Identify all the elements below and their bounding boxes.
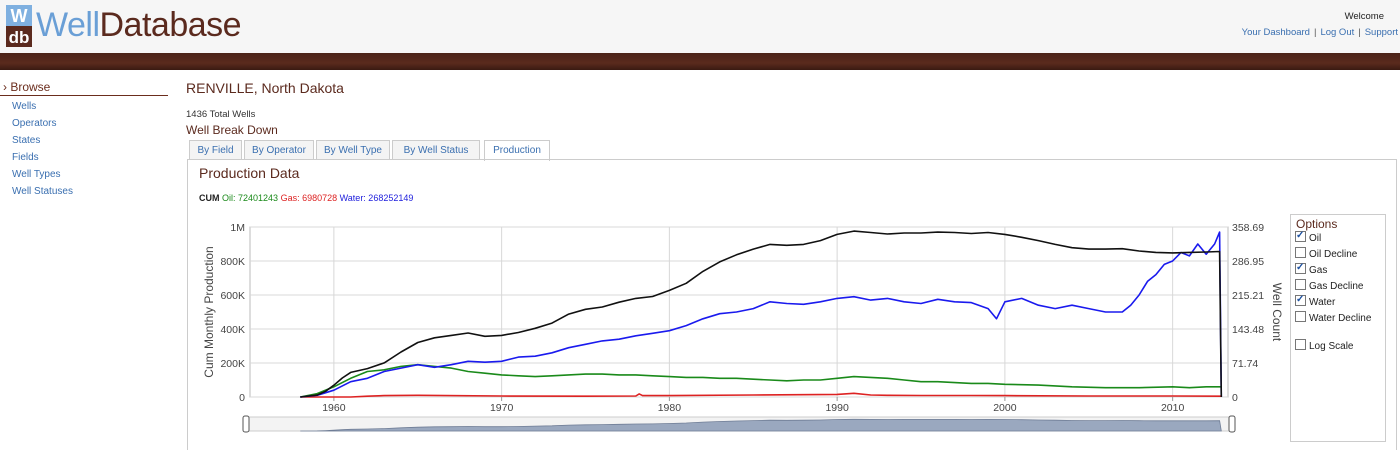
link-separator: | (1358, 27, 1361, 38)
option-oil-label: Oil (1309, 233, 1322, 244)
wdb-logo-icon[interactable]: W db (6, 5, 32, 47)
logo-well: Well (36, 6, 100, 44)
total-wells-text: 1436 Total Wells (186, 109, 256, 120)
cum-gas: Gas: 6980728 (280, 193, 338, 203)
y2-tick-label: 286.95 (1232, 256, 1264, 268)
checkbox-water[interactable] (1295, 295, 1306, 306)
cum-oil: Oil: 72401243 (222, 193, 279, 203)
x-tick-label: 1990 (825, 402, 849, 414)
checkbox-log-scale[interactable] (1295, 339, 1306, 350)
tab-production[interactable]: Production (484, 140, 550, 161)
options-title: Options (1296, 217, 1338, 231)
checkbox-oil-decline[interactable] (1295, 247, 1306, 258)
link-separator: | (1313, 27, 1317, 38)
y2-tick-label: 0 (1232, 392, 1238, 404)
checkbox-gas-decline[interactable] (1295, 279, 1306, 290)
x-tick-label: 1960 (322, 402, 346, 414)
nav-bar (0, 53, 1400, 70)
sidebar-browse-heading[interactable]: › Browse (0, 80, 168, 96)
tab-by-well-type[interactable]: By Well Type (316, 140, 390, 160)
y2-axis-title: Well Count (1270, 283, 1284, 342)
checkbox-oil[interactable] (1295, 231, 1306, 242)
tab-by-well-status[interactable]: By Well Status (392, 140, 480, 160)
svg-text:W: W (11, 6, 28, 26)
sidebar-item-wells[interactable]: Wells (12, 101, 37, 112)
sidebar-item-well-statuses[interactable]: Well Statuses (12, 186, 73, 197)
y-tick-label: 400K (220, 324, 245, 336)
options-panel: Options Oil Oil Decline Gas Gas Decline … (1290, 214, 1386, 442)
y-tick-label: 1M (230, 222, 245, 234)
series-line-gas (300, 392, 1222, 398)
y-tick-label: 600K (220, 290, 245, 302)
production-panel (187, 159, 1397, 450)
dashboard-link[interactable]: Your Dashboard (1241, 27, 1310, 38)
site-header: W db WellDatabase Welcome Your Dashboard… (0, 0, 1400, 53)
y-tick-label: 800K (220, 256, 245, 268)
sidebar-item-fields[interactable]: Fields (12, 152, 39, 163)
site-logo-text[interactable]: WellDatabase (36, 5, 242, 45)
cum-water: Water: 268252149 (339, 193, 414, 203)
range-handle-right[interactable] (1228, 415, 1236, 433)
option-water[interactable]: Water (1291, 295, 1385, 311)
page-title-area: RENVILLE, North Dakota (186, 80, 344, 96)
option-water-decline-label: Water Decline (1309, 313, 1372, 324)
series-line-well-count (300, 230, 1223, 398)
option-gas-decline[interactable]: Gas Decline (1291, 279, 1385, 295)
svg-text:db: db (9, 28, 30, 47)
logo-database: Database (99, 6, 242, 44)
sidebar-item-well-types[interactable]: Well Types (12, 169, 61, 180)
range-handle-left[interactable] (242, 415, 250, 433)
x-tick-label: 2010 (1161, 402, 1185, 414)
option-oil-decline[interactable]: Oil Decline (1291, 247, 1385, 263)
support-link[interactable]: Support (1364, 27, 1398, 38)
option-log-scale[interactable]: Log Scale (1291, 339, 1385, 355)
y-tick-label: 0 (239, 392, 245, 404)
checkbox-gas[interactable] (1295, 263, 1306, 274)
y2-tick-label: 358.69 (1232, 222, 1264, 234)
welcome-text: Welcome (1344, 11, 1384, 22)
option-gas-label: Gas (1309, 265, 1328, 276)
option-log-scale-label: Log Scale (1309, 341, 1354, 352)
production-chart[interactable]: 0 200K 400K 600K 800K 1M 0 71.74 143.48 215.21 286… (198, 214, 1288, 444)
option-water-decline[interactable]: Water Decline (1291, 311, 1385, 327)
option-oil-decline-label: Oil Decline (1309, 249, 1358, 260)
sidebar: › Browse Wells Operators States Fields W… (0, 80, 170, 200)
tab-by-operator[interactable]: By Operator (244, 140, 314, 160)
cumulative-totals: CUM Oil: 72401243 Gas: 6980728 Water: 26… (199, 193, 413, 203)
y-axis-title: Cum Monthly Production (202, 246, 216, 377)
page-title: RENVILLE, North Dakota (186, 80, 344, 96)
sidebar-item-states[interactable]: States (12, 135, 41, 146)
tab-by-field[interactable]: By Field (189, 140, 242, 160)
x-tick-label: 1980 (658, 402, 682, 414)
production-data-heading: Production Data (199, 165, 300, 181)
option-water-label: Water (1309, 297, 1336, 308)
x-tick-label: 2000 (993, 402, 1017, 414)
range-navigator-area (300, 418, 1222, 432)
cum-label: CUM (199, 193, 220, 203)
sidebar-item-operators[interactable]: Operators (12, 118, 57, 129)
account-links: Your Dashboard | Log Out | Support (1242, 27, 1398, 38)
well-breakdown-heading: Well Break Down (186, 123, 278, 137)
y2-tick-label: 215.21 (1232, 290, 1264, 302)
x-tick-label: 1970 (490, 402, 514, 414)
y-tick-label: 200K (220, 358, 245, 370)
option-gas-decline-label: Gas Decline (1309, 281, 1364, 292)
checkbox-water-decline[interactable] (1295, 311, 1306, 322)
logout-link[interactable]: Log Out (1320, 27, 1355, 38)
option-oil[interactable]: Oil (1291, 231, 1385, 247)
y2-tick-label: 143.48 (1232, 324, 1264, 336)
series-line-water (300, 231, 1223, 398)
option-gas[interactable]: Gas (1291, 263, 1385, 279)
y2-tick-label: 71.74 (1232, 358, 1258, 370)
